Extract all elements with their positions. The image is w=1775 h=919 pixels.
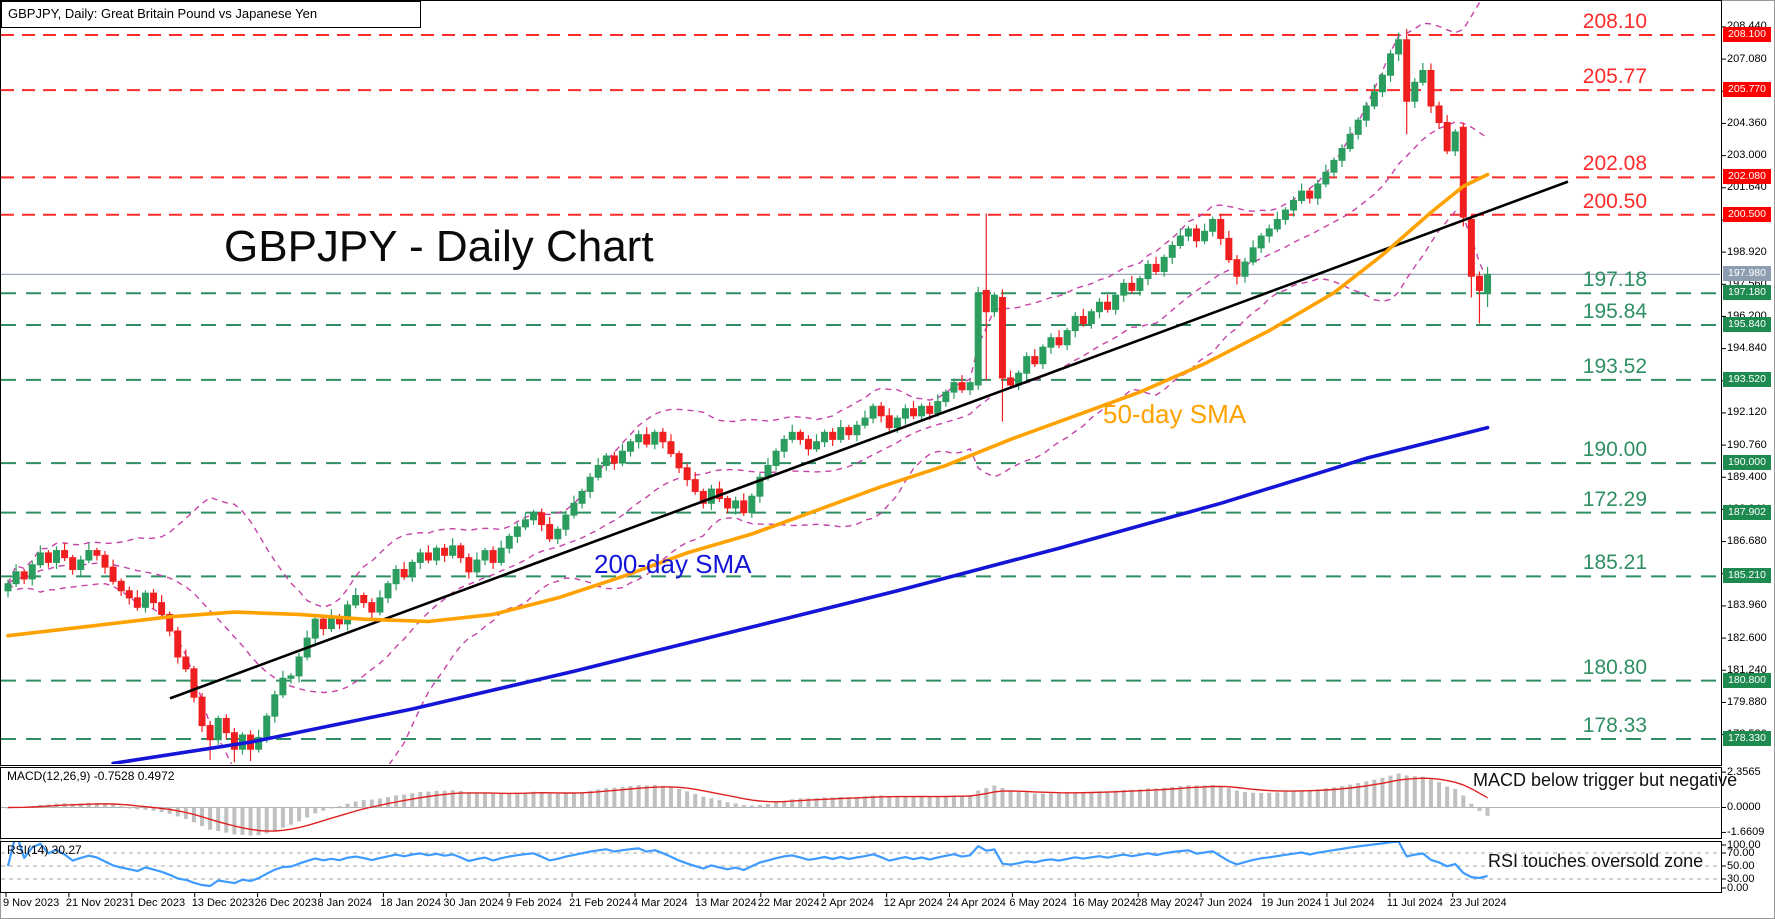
support-level-label: 197.18 [1582, 268, 1647, 292]
support-price-badge: 185.210 [1723, 568, 1771, 584]
chart-title: GBPJPY - Daily Chart [224, 222, 654, 271]
support-price-badge: 187.902 [1723, 504, 1771, 520]
resistance-level-label: 208.10 [1582, 10, 1647, 33]
support-price-badge: 195.840 [1723, 316, 1771, 332]
date-axis-label: 8 Jan 2024 [317, 897, 372, 909]
macd-annotation: MACD below trigger but negative [1473, 770, 1738, 790]
price-axis-tick: 190.760 [1727, 438, 1767, 451]
price-axis-tick: 189.400 [1727, 470, 1767, 483]
price-axis-tick: 186.680 [1727, 535, 1767, 548]
price-axis-tick: 183.960 [1727, 599, 1767, 612]
date-axis-label: 1 Jul 2024 [1323, 897, 1375, 909]
date-axis-label: 13 Dec 2023 [191, 897, 255, 909]
date-axis-label: 21 Feb 2024 [569, 897, 631, 909]
resistance-price-badge: 208.100 [1723, 27, 1771, 42]
support-level-label: 190.00 [1582, 438, 1647, 462]
rsi-axis-tick: 70.00 [1727, 846, 1755, 859]
price-axis-tick: 192.120 [1727, 406, 1767, 419]
macd-axis-tick: 0.0000 [1727, 801, 1761, 813]
date-axis-label: 2 Apr 2024 [820, 897, 874, 909]
date-axis-label: 6 May 2024 [1009, 897, 1067, 909]
rsi-axis-tick: 30.00 [1727, 872, 1755, 885]
resistance-price-badge: 200.500 [1723, 206, 1771, 222]
date-axis-label: 1 Dec 2023 [128, 897, 186, 909]
sma50-label: 50-day SMA [1103, 399, 1247, 429]
chart-header: GBPJPY, Daily: Great Britain Pound vs Ja… [8, 6, 318, 21]
date-axis-label: 19 Jun 2024 [1261, 897, 1322, 909]
macd-axis-tick: 2.3565 [1727, 765, 1761, 778]
sma200-label: 200-day SMA [594, 549, 752, 579]
current-price-badge: 197.980 [1723, 266, 1771, 282]
date-axis-label: 12 Apr 2024 [883, 897, 943, 909]
rsi-axis-tick: 0.00 [1727, 881, 1749, 894]
main-plot-layer [1, 1, 1720, 764]
date-axis-label: 9 Nov 2023 [3, 897, 60, 909]
date-axis-label: 30 Jan 2024 [443, 897, 504, 909]
support-price-badge: 180.800 [1723, 672, 1771, 688]
support-price-badge: 197.180 [1723, 285, 1771, 301]
rsi-axis-tick: 50.00 [1727, 859, 1755, 872]
date-axis-label: 18 Jan 2024 [380, 897, 441, 909]
macd-indicator-label: MACD(12,26,9) -0.7528 0.4972 [7, 769, 175, 783]
date-axis-label: 21 Nov 2023 [65, 897, 129, 909]
price-axis-tick: 182.600 [1727, 631, 1767, 644]
date-axis-label: 7 Jun 2024 [1198, 897, 1253, 909]
rsi-axis-tick: 100.00 [1727, 838, 1761, 851]
support-level-label: 178.33 [1582, 714, 1647, 738]
date-axis-label: 9 Feb 2024 [506, 897, 562, 909]
date-axis-label: 16 May 2024 [1072, 897, 1136, 909]
rsi-layer [1, 842, 1720, 888]
support-price-badge: 178.330 [1723, 731, 1771, 747]
resistance-level-label: 200.50 [1582, 189, 1647, 213]
date-axis-label: 24 Apr 2024 [946, 897, 1006, 909]
support-level-label: 195.84 [1582, 299, 1647, 323]
resistance-price-badge: 202.080 [1723, 169, 1771, 185]
support-level-label: 193.52 [1582, 354, 1647, 378]
support-price-badge: 193.520 [1723, 371, 1771, 387]
macd-layer [1, 773, 1720, 836]
date-axis-label: 26 Dec 2023 [254, 897, 317, 909]
rsi-indicator-label: RSI(14) 30.27 [7, 843, 82, 857]
price-axis-tick: 207.080 [1727, 52, 1767, 65]
date-axis-label: 22 Mar 2024 [757, 897, 820, 909]
price-axis-tick: 179.880 [1727, 695, 1767, 708]
price-axis-tick: 198.920 [1727, 245, 1767, 258]
resistance-price-badge: 205.770 [1723, 82, 1771, 98]
resistance-level-label: 205.77 [1582, 65, 1647, 89]
support-level-label: 180.80 [1582, 655, 1647, 679]
support-level-label: 172.29 [1582, 487, 1647, 511]
date-axis-label: 4 Mar 2024 [632, 897, 688, 909]
price-axis-tick: 194.840 [1727, 342, 1767, 355]
date-axis-label: 28 May 2024 [1135, 897, 1199, 909]
rsi-annotation: RSI touches oversold zone [1488, 851, 1704, 871]
date-axis-label: 23 Jul 2024 [1449, 897, 1507, 909]
date-axis-label: 11 Jul 2024 [1386, 897, 1443, 909]
resistance-level-label: 202.08 [1582, 152, 1647, 176]
support-price-badge: 190.000 [1723, 455, 1771, 471]
macd-axis-tick: -1.6609 [1727, 825, 1765, 838]
price-axis-tick: 204.360 [1727, 116, 1767, 129]
support-level-label: 185.21 [1582, 551, 1647, 575]
date-axis-label: 13 Mar 2024 [694, 897, 757, 909]
price-axis-tick: 203.000 [1727, 149, 1767, 162]
